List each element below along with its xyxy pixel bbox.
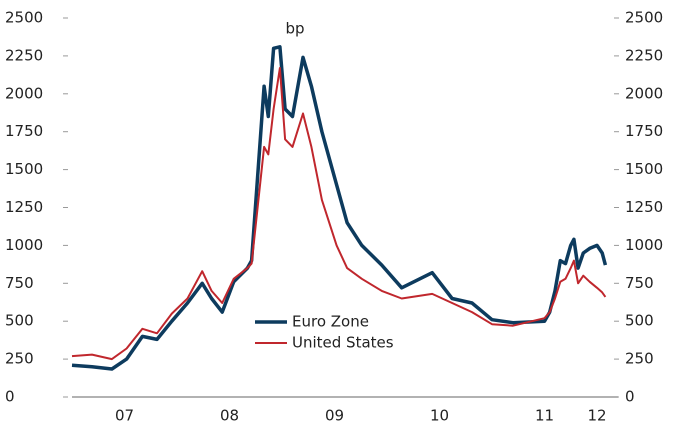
y-tick-label: 250 [5, 350, 34, 368]
y2-tick-label: 750 [625, 274, 654, 292]
x-tick-label: 10 [430, 407, 449, 425]
y-tick-label: 1750 [5, 122, 43, 140]
y-tick-label: 750 [5, 274, 34, 292]
y-tick-label: 500 [5, 312, 34, 330]
x-tick-label: 12 [587, 407, 606, 425]
y2-tick-label: 1000 [625, 236, 663, 254]
x-tick-label: 09 [325, 407, 344, 425]
y2-tick-label: 2000 [625, 84, 663, 102]
y-tick-label: 1250 [5, 198, 43, 216]
y-tick-label: 2500 [5, 9, 43, 27]
x-tick-label: 08 [220, 407, 239, 425]
y2-tick-label: 1750 [625, 122, 663, 140]
y2-tick-label: 1500 [625, 160, 663, 178]
y-tick-label: 1000 [5, 236, 43, 254]
series-line [71, 45, 608, 371]
y-tick-label: 0 [5, 388, 15, 406]
y2-tick-label: 2500 [625, 9, 663, 27]
x-tick-label: 07 [115, 407, 134, 425]
y2-tick-label: 500 [625, 312, 654, 330]
y2-tick-label: 2250 [625, 46, 663, 64]
y2-tick-label: 1250 [625, 198, 663, 216]
y-tick-label: 2250 [5, 46, 43, 64]
y2-tick-label: 0 [625, 388, 635, 406]
x-tick-label: 11 [535, 407, 554, 425]
y-tick-label: 2000 [5, 84, 43, 102]
series-line [71, 67, 607, 361]
legend-label: United States [292, 334, 394, 352]
y2-tick-label: 250 [625, 350, 654, 368]
y-tick-label: 1500 [5, 160, 43, 178]
unit-annotation: bp [285, 20, 304, 38]
legend-label: Euro Zone [292, 313, 369, 331]
